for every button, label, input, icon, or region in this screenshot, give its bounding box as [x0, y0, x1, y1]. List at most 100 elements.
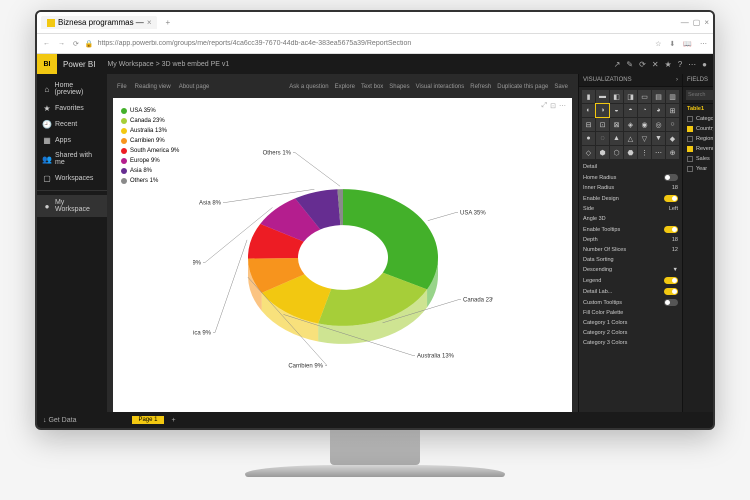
viz-type-icon[interactable]: ▲	[610, 132, 623, 145]
viz-type-icon[interactable]: ▬	[596, 90, 609, 103]
viz-type-icon[interactable]: ▮	[582, 90, 595, 103]
viz-type-icon[interactable]: ●	[582, 132, 595, 145]
nav-forward-icon[interactable]: →	[56, 40, 67, 47]
viz-type-icon[interactable]: ⊟	[582, 118, 595, 131]
toolbar-item[interactable]: Ask a question	[289, 84, 328, 90]
nav-back-icon[interactable]: ←	[41, 40, 52, 47]
toggle-switch[interactable]	[664, 277, 678, 284]
viz-type-icon[interactable]: ◐	[582, 104, 595, 117]
donut-slice[interactable]	[343, 189, 438, 289]
viz-type-icon[interactable]: ◇	[582, 146, 595, 159]
toolbar-item[interactable]: Refresh	[470, 84, 491, 90]
toolbar-item[interactable]: Save	[554, 84, 568, 90]
viz-type-icon[interactable]: ⊠	[610, 118, 623, 131]
viz-type-icon[interactable]: ◌	[596, 132, 609, 145]
sidebar-item-favorites[interactable]: ★Favorites	[37, 100, 107, 116]
sidebar-item-apps[interactable]: ▦Apps	[37, 132, 107, 148]
header-icon-6[interactable]: ⋯	[688, 60, 696, 69]
toolbar-item[interactable]: Reading view	[135, 84, 171, 90]
format-option[interactable]: Detail	[579, 162, 682, 172]
field-item[interactable]: Revenue	[683, 144, 715, 154]
field-item[interactable]: Sales	[683, 154, 715, 164]
legend-item[interactable]: Carribien 9%	[121, 136, 179, 146]
legend-item[interactable]: South America 9%	[121, 146, 179, 156]
viz-type-icon[interactable]: ⊡	[596, 118, 609, 131]
addr-more-icon[interactable]: ⋯	[698, 40, 709, 48]
field-checkbox[interactable]	[687, 146, 693, 152]
viz-type-icon[interactable]: ⬢	[596, 146, 609, 159]
toolbar-item[interactable]: Explore	[335, 84, 355, 90]
toolbar-item[interactable]: File	[117, 84, 127, 90]
viz-type-icon[interactable]: ⬡	[610, 146, 623, 159]
toolbar-item[interactable]: Duplicate this page	[497, 84, 548, 90]
viz-type-icon[interactable]: ◈	[624, 118, 637, 131]
powerbi-logo[interactable]: BI	[37, 54, 57, 74]
canvas-control-icon[interactable]: ⤢	[542, 102, 548, 110]
field-checkbox[interactable]	[687, 166, 693, 172]
field-item[interactable]: Region	[683, 134, 715, 144]
viz-type-icon[interactable]: ⋮	[638, 146, 651, 159]
viz-type-icon[interactable]: ◎	[652, 118, 665, 131]
format-option[interactable]: Angle 3D	[579, 214, 682, 224]
field-item[interactable]: Year	[683, 164, 715, 174]
browser-tab[interactable]: Biznesa programmas — ×	[41, 16, 157, 29]
sidebar-item-recent[interactable]: 🕘Recent	[37, 116, 107, 132]
format-option[interactable]: Home Radius	[579, 172, 682, 183]
viz-type-icon[interactable]: ⊕	[666, 146, 679, 159]
viz-type-icon[interactable]: ◧	[610, 90, 623, 103]
toolbar-item[interactable]: Text box	[361, 84, 383, 90]
toggle-switch[interactable]	[664, 299, 678, 306]
nav-refresh-icon[interactable]: ⟳	[71, 40, 81, 48]
legend-item[interactable]: Others 1%	[121, 176, 179, 186]
format-option[interactable]: SideLeft	[579, 204, 682, 214]
window-close-icon[interactable]: ×	[704, 18, 709, 27]
format-option[interactable]: Number Of Slices12	[579, 245, 682, 255]
page-tab[interactable]: Page 1	[132, 416, 163, 424]
viz-type-icon[interactable]: ◨	[624, 90, 637, 103]
viz-type-icon[interactable]: ⊞	[666, 104, 679, 117]
viz-type-icon[interactable]: ▽	[638, 132, 651, 145]
header-icon-0[interactable]: ↗	[614, 60, 621, 69]
canvas-control-icon[interactable]: ⋯	[559, 102, 566, 110]
format-option[interactable]: Fill Color Palette	[579, 308, 682, 318]
viz-type-icon[interactable]: ◆	[666, 132, 679, 145]
tab-close-icon[interactable]: ×	[147, 18, 152, 27]
field-checkbox[interactable]	[687, 126, 693, 132]
report-canvas[interactable]: ⤢⊡⋯ USA 35%Canada 23%Australia 13%Carrib…	[113, 98, 572, 422]
viz-type-icon[interactable]: ◑	[596, 104, 609, 117]
toggle-switch[interactable]	[664, 288, 678, 295]
viz-type-icon[interactable]: ▥	[666, 90, 679, 103]
legend-item[interactable]: Australia 13%	[121, 126, 179, 136]
viz-type-icon[interactable]: ⋯	[652, 146, 665, 159]
field-checkbox[interactable]	[687, 116, 693, 122]
toolbar-item[interactable]: Shapes	[389, 84, 409, 90]
url-text[interactable]: https://app.powerbi.com/groups/me/report…	[98, 40, 650, 47]
fields-search-input[interactable]	[686, 90, 715, 100]
sidebar-item-my-workspace[interactable]: ● My Workspace	[37, 195, 107, 217]
format-option[interactable]: Data Sorting	[579, 255, 682, 265]
header-icon-7[interactable]: ●	[702, 60, 707, 69]
viz-type-icon[interactable]: ▼	[652, 132, 665, 145]
get-data-button[interactable]: ↓ Get Data	[43, 417, 76, 424]
viz-type-icon[interactable]: △	[624, 132, 637, 145]
format-option[interactable]: Category 3 Colors	[579, 338, 682, 348]
addr-download-icon[interactable]: ⬇	[667, 40, 677, 48]
new-tab-button[interactable]: +	[161, 18, 174, 27]
legend-item[interactable]: Asia 8%	[121, 166, 179, 176]
viz-type-icon[interactable]: ▤	[652, 90, 665, 103]
viz-type-icon[interactable]: ◕	[652, 104, 665, 117]
viz-type-icon[interactable]: ▭	[638, 90, 651, 103]
field-checkbox[interactable]	[687, 136, 693, 142]
viz-type-icon[interactable]: ◒	[610, 104, 623, 117]
viz-type-icon[interactable]: ◓	[624, 104, 637, 117]
header-icon-4[interactable]: ★	[665, 60, 672, 69]
format-option[interactable]: Inner Radius18	[579, 183, 682, 193]
addr-star-icon[interactable]: ☆	[653, 40, 663, 48]
format-option[interactable]: Enable Tooltips	[579, 224, 682, 235]
header-icon-1[interactable]: ✎	[626, 60, 633, 69]
donut-chart[interactable]: USA 35%Canada 23%Australia 13%Carribien …	[193, 138, 493, 383]
format-option[interactable]: Category 1 Colors	[579, 318, 682, 328]
toolbar-item[interactable]: About page	[179, 84, 210, 90]
sidebar-item-home-preview-[interactable]: ⌂Home (preview)	[37, 78, 107, 100]
header-icon-2[interactable]: ⟳	[639, 60, 646, 69]
